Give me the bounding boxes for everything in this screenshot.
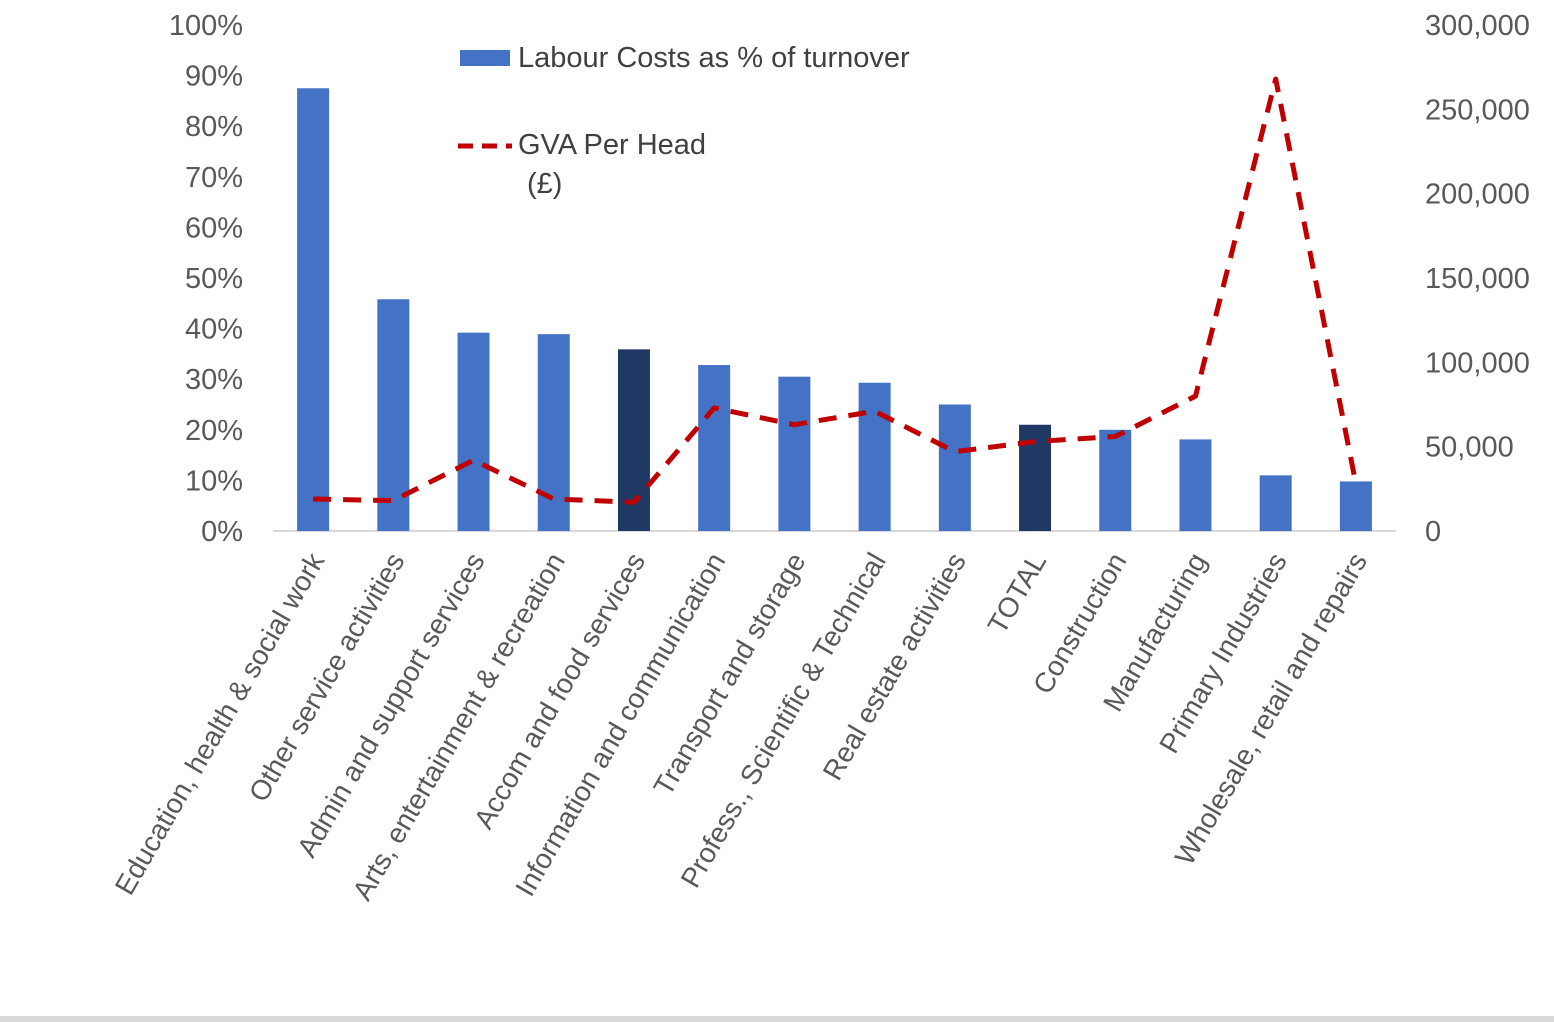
bar bbox=[537, 334, 570, 531]
right-tick-label: 150,000 bbox=[1425, 263, 1530, 295]
frame-bottom-border bbox=[0, 1016, 1554, 1022]
bar bbox=[698, 365, 731, 531]
right-axis-ticks: 0 50,000 100,000 150,000 200,000 250,000 300,0… bbox=[1425, 10, 1530, 548]
left-tick-label: 70% bbox=[185, 162, 243, 194]
bar bbox=[297, 88, 330, 531]
bar bbox=[1099, 429, 1132, 531]
bar bbox=[778, 376, 811, 531]
legend: Labour Costs as % of turnover GVA Per He… bbox=[458, 42, 910, 200]
category-label: TOTAL bbox=[982, 548, 1053, 639]
left-tick-label: 80% bbox=[185, 111, 243, 143]
left-tick-label: 40% bbox=[185, 314, 243, 346]
legend-line-label: GVA Per Head bbox=[518, 129, 706, 161]
left-tick-label: 30% bbox=[185, 364, 243, 396]
left-axis-ticks: 0% 10% 20% 30% 40% 50% 60% 70% 80% 90% 100% bbox=[169, 10, 243, 548]
right-tick-label: 250,000 bbox=[1425, 94, 1530, 126]
category-label: Real estate activities bbox=[817, 548, 972, 786]
left-tick-label: 50% bbox=[185, 263, 243, 295]
right-tick-label: 50,000 bbox=[1425, 432, 1514, 464]
legend-bar-label: Labour Costs as % of turnover bbox=[518, 42, 910, 74]
bar bbox=[457, 332, 490, 531]
left-tick-label: 20% bbox=[185, 415, 243, 447]
category-label: Transport and storage bbox=[648, 547, 812, 800]
legend-line-label-unit: (£) bbox=[527, 168, 562, 200]
legend-bar-swatch bbox=[460, 50, 510, 66]
right-tick-label: 200,000 bbox=[1425, 179, 1530, 211]
left-tick-label: 60% bbox=[185, 212, 243, 244]
bar bbox=[938, 404, 971, 531]
right-tick-label: 100,000 bbox=[1425, 347, 1530, 379]
category-label: Other service activities bbox=[243, 548, 411, 807]
gva-line bbox=[313, 76, 1359, 505]
right-tick-label: 0 bbox=[1425, 516, 1441, 548]
left-tick-label: 0% bbox=[201, 516, 243, 548]
left-tick-label: 10% bbox=[185, 465, 243, 497]
bar-series bbox=[297, 88, 1372, 531]
bar bbox=[1179, 439, 1212, 531]
bar bbox=[1259, 475, 1292, 531]
bar bbox=[1339, 481, 1372, 531]
bar bbox=[377, 299, 410, 531]
bar bbox=[858, 382, 891, 531]
left-tick-label: 100% bbox=[169, 10, 243, 42]
left-tick-label: 90% bbox=[185, 61, 243, 93]
right-tick-label: 300,000 bbox=[1425, 10, 1530, 42]
